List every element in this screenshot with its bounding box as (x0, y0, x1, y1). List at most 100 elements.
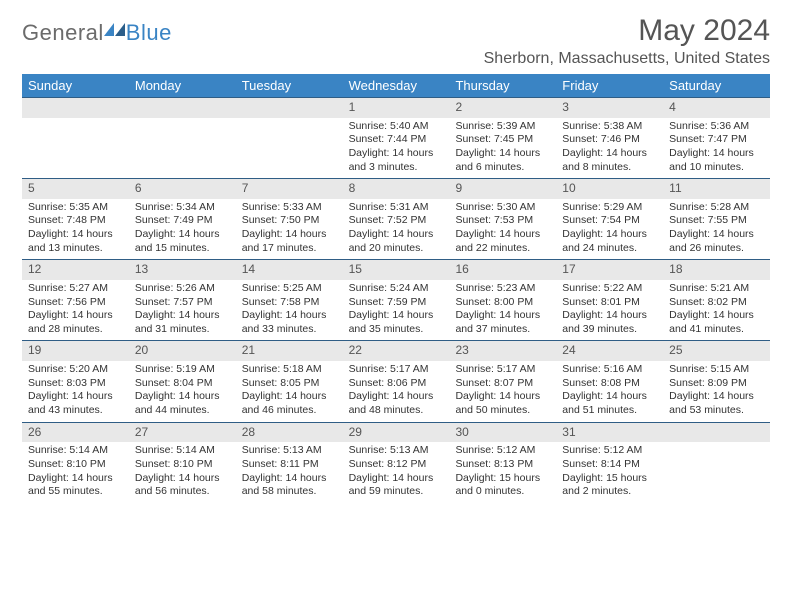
day-body: Sunrise: 5:22 AMSunset: 8:01 PMDaylight:… (556, 280, 663, 341)
calendar-page: General Blue May 2024 Sherborn, Massachu… (0, 0, 792, 513)
sunset-text: Sunset: 7:45 PM (455, 133, 550, 147)
day-body: Sunrise: 5:21 AMSunset: 8:02 PMDaylight:… (663, 280, 770, 341)
day-cell: 5Sunrise: 5:35 AMSunset: 7:48 PMDaylight… (22, 179, 129, 259)
day-number (236, 98, 343, 118)
sunset-text: Sunset: 8:00 PM (455, 296, 550, 310)
day-cell: 28Sunrise: 5:13 AMSunset: 8:11 PMDayligh… (236, 423, 343, 503)
sunrise-text: Sunrise: 5:12 AM (562, 444, 657, 458)
sunrise-text: Sunrise: 5:13 AM (349, 444, 444, 458)
location-text: Sherborn, Massachusetts, United States (484, 50, 770, 68)
sunrise-text: Sunrise: 5:21 AM (669, 282, 764, 296)
day-number: 27 (129, 423, 236, 443)
day-cell (236, 98, 343, 178)
day-cell: 26Sunrise: 5:14 AMSunset: 8:10 PMDayligh… (22, 423, 129, 503)
day-cell: 3Sunrise: 5:38 AMSunset: 7:46 PMDaylight… (556, 98, 663, 178)
day-number: 18 (663, 260, 770, 280)
day-cell: 24Sunrise: 5:16 AMSunset: 8:08 PMDayligh… (556, 341, 663, 421)
weekday-header: Saturday (663, 74, 770, 97)
sunrise-text: Sunrise: 5:15 AM (669, 363, 764, 377)
sunrise-text: Sunrise: 5:31 AM (349, 201, 444, 215)
daylight1-text: Daylight: 14 hours (135, 390, 230, 404)
day-body: Sunrise: 5:26 AMSunset: 7:57 PMDaylight:… (129, 280, 236, 341)
day-body: Sunrise: 5:13 AMSunset: 8:12 PMDaylight:… (343, 442, 450, 503)
day-cell: 18Sunrise: 5:21 AMSunset: 8:02 PMDayligh… (663, 260, 770, 340)
day-body: Sunrise: 5:17 AMSunset: 8:06 PMDaylight:… (343, 361, 450, 422)
header: General Blue May 2024 Sherborn, Massachu… (22, 14, 770, 68)
week-row: 26Sunrise: 5:14 AMSunset: 8:10 PMDayligh… (22, 422, 770, 503)
day-body: Sunrise: 5:14 AMSunset: 8:10 PMDaylight:… (129, 442, 236, 503)
daylight2-text: and 20 minutes. (349, 242, 444, 256)
week-row: 1Sunrise: 5:40 AMSunset: 7:44 PMDaylight… (22, 98, 770, 178)
day-body: Sunrise: 5:15 AMSunset: 8:09 PMDaylight:… (663, 361, 770, 422)
daylight2-text: and 31 minutes. (135, 323, 230, 337)
day-cell: 17Sunrise: 5:22 AMSunset: 8:01 PMDayligh… (556, 260, 663, 340)
sunset-text: Sunset: 7:53 PM (455, 214, 550, 228)
day-number: 3 (556, 98, 663, 118)
daylight1-text: Daylight: 14 hours (455, 228, 550, 242)
sunrise-text: Sunrise: 5:17 AM (349, 363, 444, 377)
sunrise-text: Sunrise: 5:17 AM (455, 363, 550, 377)
sunset-text: Sunset: 7:58 PM (242, 296, 337, 310)
sunrise-text: Sunrise: 5:20 AM (28, 363, 123, 377)
day-cell: 1Sunrise: 5:40 AMSunset: 7:44 PMDaylight… (343, 98, 450, 178)
weekday-header: Wednesday (343, 74, 450, 97)
day-number: 21 (236, 341, 343, 361)
sunset-text: Sunset: 7:46 PM (562, 133, 657, 147)
day-body (236, 118, 343, 124)
daylight2-text: and 55 minutes. (28, 485, 123, 499)
daylight1-text: Daylight: 14 hours (349, 390, 444, 404)
day-body: Sunrise: 5:39 AMSunset: 7:45 PMDaylight:… (449, 118, 556, 179)
day-cell: 8Sunrise: 5:31 AMSunset: 7:52 PMDaylight… (343, 179, 450, 259)
daylight1-text: Daylight: 14 hours (242, 309, 337, 323)
sunrise-text: Sunrise: 5:16 AM (562, 363, 657, 377)
day-cell (22, 98, 129, 178)
sunset-text: Sunset: 8:11 PM (242, 458, 337, 472)
daylight1-text: Daylight: 14 hours (455, 147, 550, 161)
day-body: Sunrise: 5:29 AMSunset: 7:54 PMDaylight:… (556, 199, 663, 260)
daylight1-text: Daylight: 14 hours (135, 472, 230, 486)
daylight2-text: and 26 minutes. (669, 242, 764, 256)
day-number: 14 (236, 260, 343, 280)
sunset-text: Sunset: 7:56 PM (28, 296, 123, 310)
sunset-text: Sunset: 7:44 PM (349, 133, 444, 147)
day-number: 19 (22, 341, 129, 361)
day-cell (129, 98, 236, 178)
sunset-text: Sunset: 8:10 PM (135, 458, 230, 472)
day-number: 30 (449, 423, 556, 443)
sunrise-text: Sunrise: 5:19 AM (135, 363, 230, 377)
day-number: 9 (449, 179, 556, 199)
day-number: 25 (663, 341, 770, 361)
brand-sail-icon (104, 23, 126, 37)
daylight1-text: Daylight: 14 hours (562, 228, 657, 242)
sunrise-text: Sunrise: 5:29 AM (562, 201, 657, 215)
daylight1-text: Daylight: 14 hours (562, 390, 657, 404)
day-number: 13 (129, 260, 236, 280)
sunrise-text: Sunrise: 5:18 AM (242, 363, 337, 377)
day-cell: 10Sunrise: 5:29 AMSunset: 7:54 PMDayligh… (556, 179, 663, 259)
day-body: Sunrise: 5:18 AMSunset: 8:05 PMDaylight:… (236, 361, 343, 422)
week-row: 19Sunrise: 5:20 AMSunset: 8:03 PMDayligh… (22, 340, 770, 421)
day-cell: 2Sunrise: 5:39 AMSunset: 7:45 PMDaylight… (449, 98, 556, 178)
sunrise-text: Sunrise: 5:23 AM (455, 282, 550, 296)
daylight1-text: Daylight: 14 hours (135, 228, 230, 242)
day-body: Sunrise: 5:20 AMSunset: 8:03 PMDaylight:… (22, 361, 129, 422)
weekday-header: Thursday (449, 74, 556, 97)
day-cell: 21Sunrise: 5:18 AMSunset: 8:05 PMDayligh… (236, 341, 343, 421)
daylight1-text: Daylight: 14 hours (349, 309, 444, 323)
day-cell: 14Sunrise: 5:25 AMSunset: 7:58 PMDayligh… (236, 260, 343, 340)
calendar: Sunday Monday Tuesday Wednesday Thursday… (22, 74, 770, 503)
day-number: 23 (449, 341, 556, 361)
day-body: Sunrise: 5:34 AMSunset: 7:49 PMDaylight:… (129, 199, 236, 260)
sunrise-text: Sunrise: 5:27 AM (28, 282, 123, 296)
sunrise-text: Sunrise: 5:12 AM (455, 444, 550, 458)
daylight2-text: and 41 minutes. (669, 323, 764, 337)
sunset-text: Sunset: 7:49 PM (135, 214, 230, 228)
day-body: Sunrise: 5:16 AMSunset: 8:08 PMDaylight:… (556, 361, 663, 422)
sunset-text: Sunset: 8:06 PM (349, 377, 444, 391)
day-body: Sunrise: 5:30 AMSunset: 7:53 PMDaylight:… (449, 199, 556, 260)
daylight2-text: and 33 minutes. (242, 323, 337, 337)
day-number: 24 (556, 341, 663, 361)
day-body: Sunrise: 5:35 AMSunset: 7:48 PMDaylight:… (22, 199, 129, 260)
day-cell: 11Sunrise: 5:28 AMSunset: 7:55 PMDayligh… (663, 179, 770, 259)
sunrise-text: Sunrise: 5:38 AM (562, 120, 657, 134)
